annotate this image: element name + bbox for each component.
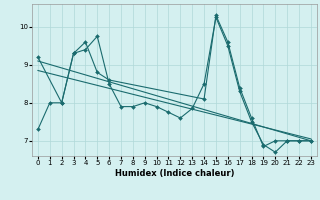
X-axis label: Humidex (Indice chaleur): Humidex (Indice chaleur)	[115, 169, 234, 178]
